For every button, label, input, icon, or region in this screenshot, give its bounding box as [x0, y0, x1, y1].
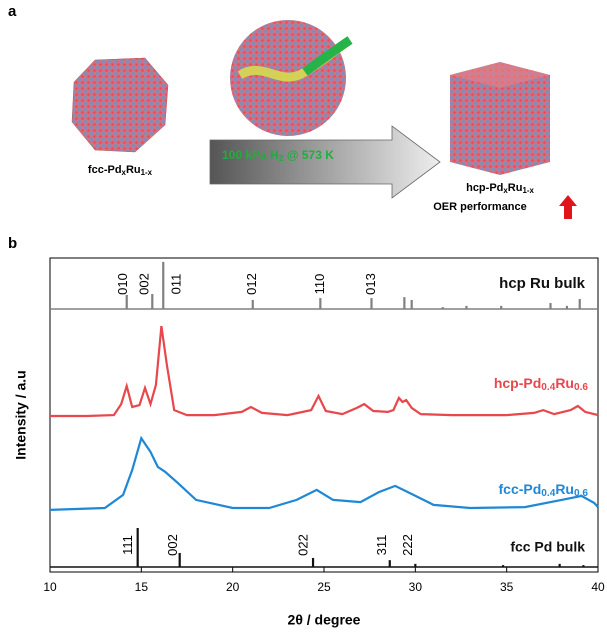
- subscript: 2: [279, 153, 284, 163]
- particle-label: fcc-PdxRu1-x: [88, 164, 153, 177]
- subscript: 0.6: [574, 382, 588, 393]
- xrd-curve: [50, 325, 599, 418]
- x-tick-label: 25: [317, 580, 331, 594]
- peak-label: 002: [165, 534, 180, 556]
- hcp-top: [450, 62, 550, 88]
- subscript: x: [503, 186, 508, 195]
- text-part: hcp-Pd: [466, 182, 503, 194]
- text-part: Ru: [555, 375, 574, 391]
- text-part: Ru: [555, 481, 574, 497]
- series-label: hcp Ru bulk: [499, 275, 585, 292]
- text-part: fcc-Pd: [88, 164, 122, 176]
- subscript: 0.4: [541, 382, 555, 393]
- peak-label: 002: [137, 273, 152, 295]
- x-tick-label: 10: [43, 580, 57, 594]
- series-label: fcc-Pd0.4Ru0.6: [499, 481, 589, 499]
- subscript: x: [122, 168, 127, 177]
- x-tick-label: 30: [409, 580, 423, 594]
- text-part: hcp-Pd: [494, 375, 541, 391]
- peak-label: 011: [169, 274, 184, 295]
- text-part: @ 573 K: [284, 148, 335, 162]
- transform-arrow: [209, 125, 441, 199]
- hydrogen-path: [302, 36, 353, 76]
- condition-label: 100 kPa H2 @ 573 K: [222, 148, 334, 163]
- series-label: fcc Pd bulk: [510, 539, 585, 555]
- panel-label: a: [8, 3, 17, 20]
- note: OER performance: [433, 201, 527, 213]
- subscript: 1-x: [522, 186, 534, 195]
- text-part: Ru: [126, 164, 141, 176]
- peak-label: 012: [244, 273, 259, 295]
- x-tick-label: 40: [591, 580, 605, 594]
- peak-label: 222: [400, 534, 415, 556]
- x-tick-label: 35: [500, 580, 514, 594]
- xrd-curve: [49, 435, 599, 511]
- peak-label: 022: [295, 534, 310, 556]
- text-part: Ru: [508, 182, 523, 194]
- subscript: 0.4: [541, 488, 555, 499]
- x-tick-label: 15: [135, 580, 149, 594]
- peak-label: 013: [363, 273, 378, 295]
- peak-label: 010: [115, 273, 130, 295]
- text-part: fcc-Pd: [499, 481, 542, 497]
- x-tick-label: 20: [226, 580, 240, 594]
- hcp-particle: [450, 62, 550, 175]
- panel-label: b: [8, 235, 17, 252]
- up-arrow: [559, 195, 577, 219]
- y-axis-label: Intensity / a.u: [13, 370, 29, 459]
- peak-label: 111: [120, 535, 135, 555]
- peak-label: 311: [374, 535, 389, 556]
- fcc-particle: [71, 57, 169, 153]
- peak-label: 110: [312, 274, 327, 295]
- series-label: hcp-Pd0.4Ru0.6: [494, 375, 589, 393]
- x-axis-label: 2θ / degree: [288, 612, 361, 628]
- subscript: 1-x: [141, 168, 153, 177]
- subscript: 0.6: [574, 488, 588, 499]
- text-part: 100 kPa H: [222, 148, 279, 162]
- particle-label: hcp-PdxRu1-x: [466, 182, 534, 195]
